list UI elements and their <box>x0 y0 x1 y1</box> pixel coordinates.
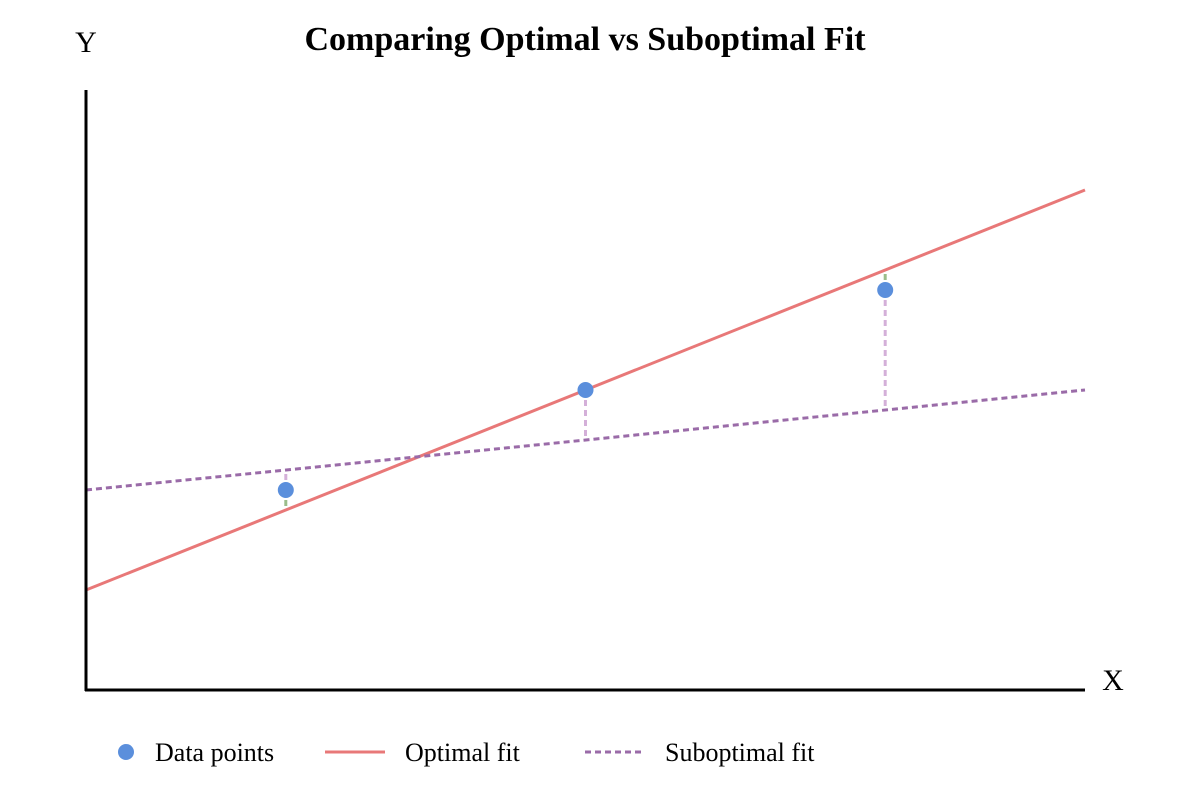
chart-title: Comparing Optimal vs Suboptimal Fit <box>304 21 866 58</box>
y-axis-label: Y <box>75 26 97 59</box>
suboptimal-fit-line <box>85 388 1086 492</box>
data-point-3 <box>877 282 894 298</box>
legend-label-optimal-fit: Optimal fit <box>405 738 521 767</box>
plot-area <box>85 188 1086 592</box>
legend-marker-data-points <box>118 744 134 760</box>
legend: Data points Optimal fit Suboptimal fit <box>118 738 815 767</box>
legend-label-suboptimal-fit: Suboptimal fit <box>665 738 815 767</box>
data-point-1 <box>277 482 294 498</box>
data-point-2 <box>577 382 594 398</box>
legend-label-data-points: Data points <box>155 738 274 767</box>
x-axis-label: X <box>1102 664 1124 697</box>
